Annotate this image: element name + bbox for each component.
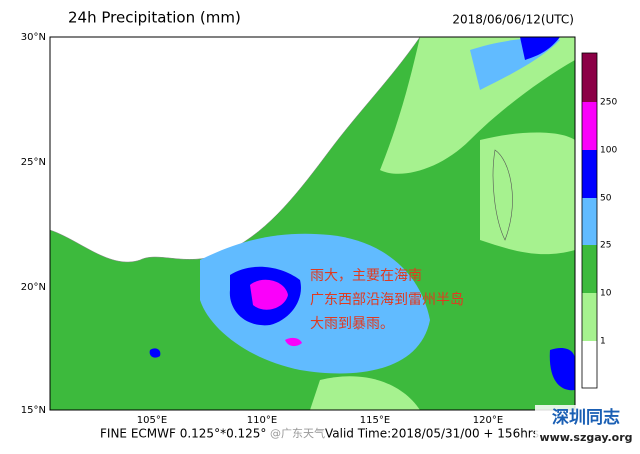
colorbar: [581, 52, 598, 389]
watermark-box: [535, 405, 637, 447]
colorbar-label: 250: [600, 98, 617, 108]
time: 2018/06/06/12(UTC): [452, 13, 574, 27]
annotation-line: 广东西部沿海到雷州半岛: [310, 292, 464, 308]
annotation: 雨大，主要在海南 广东西部沿海到雷州半岛 大雨到暴雨。: [310, 268, 464, 332]
annotation-line: 雨大，主要在海南: [310, 268, 422, 284]
lon-labels: 105°E 110°E 115°E 120°E: [137, 415, 503, 426]
map-field: [50, 37, 575, 410]
annotation-line: 大雨到暴雨。: [310, 316, 394, 332]
lat-label: 30°N: [21, 32, 46, 43]
colorbar-labels: 250 100 50 25 10 1: [600, 98, 617, 347]
watermark-url: www.szgay.org: [539, 431, 632, 444]
colorbar-label: 1: [600, 337, 606, 347]
colorbar-label: 100: [600, 146, 617, 156]
colorbar-label: 50: [600, 194, 612, 204]
footer-model: FINE ECMWF 0.125°*0.125°: [100, 427, 266, 441]
lat-labels: 30°N 25°N 20°N 15°N: [21, 32, 46, 416]
footer-valid: Valid Time:2018/05/31/00 + 156hrs: [325, 427, 539, 441]
lon-label: 110°E: [247, 415, 277, 426]
title: 24h Precipitation (mm): [68, 9, 241, 27]
lat-label: 20°N: [21, 282, 46, 293]
colorbar-label: 10: [600, 289, 612, 299]
lon-label: 115°E: [360, 415, 390, 426]
lon-label: 120°E: [473, 415, 503, 426]
lon-label: 105°E: [137, 415, 167, 426]
lat-label: 15°N: [21, 405, 46, 416]
footer-source: @广东天气: [270, 426, 325, 440]
lat-label: 25°N: [21, 157, 46, 168]
map-frame: [49, 36, 576, 411]
colorbar-label: 25: [600, 241, 611, 251]
watermark-name: 深圳同志: [552, 407, 620, 428]
